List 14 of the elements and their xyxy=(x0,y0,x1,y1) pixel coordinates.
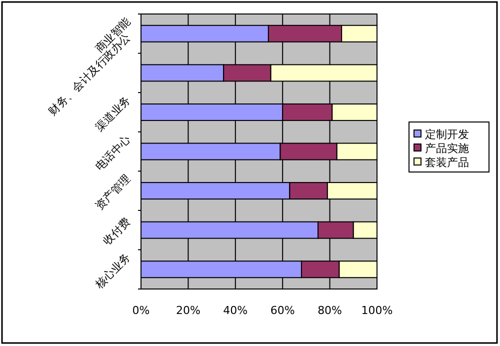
y-tick-label: 核心业务 xyxy=(92,250,134,292)
y-tick-label: 资产管理 xyxy=(92,172,134,212)
legend-label: 产品实施 xyxy=(425,142,469,155)
y-tick-label: 电话中心 xyxy=(92,132,134,174)
x-tick-label: 40% xyxy=(223,304,248,317)
x-tick-label: 20% xyxy=(176,304,200,317)
legend-label: 套装产品 xyxy=(425,156,469,169)
legend-label: 定制开发 xyxy=(425,128,469,141)
x-tick-label: 80% xyxy=(318,304,342,317)
y-tick-label: 收付费 xyxy=(100,215,134,248)
y-tick-label: 渠道业务 xyxy=(92,94,134,134)
x-tick-label: 100% xyxy=(361,304,393,317)
x-tick-label: 0% xyxy=(132,304,150,317)
x-tick-label: 60% xyxy=(270,304,295,317)
